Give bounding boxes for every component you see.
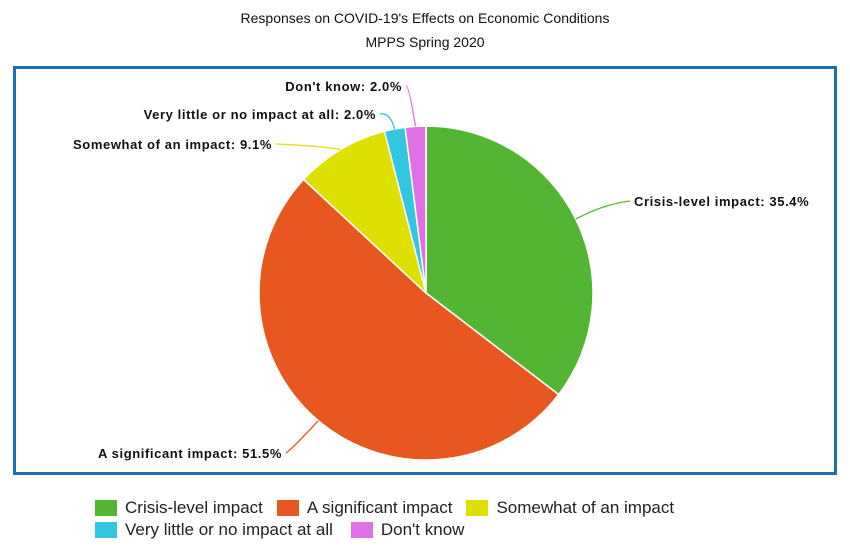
legend: Crisis-level impact A significant impact…: [95, 497, 815, 541]
chart-frame: [13, 66, 837, 475]
legend-label: Somewhat of an impact: [496, 498, 675, 517]
legend-swatch: [95, 500, 117, 516]
legend-row-2: Very little or no impact at all Don't kn…: [95, 519, 815, 541]
data-label: Don't know: 2.0%: [285, 79, 402, 94]
legend-label: Crisis-level impact: [125, 498, 263, 517]
legend-swatch: [466, 500, 489, 516]
label-connector: [379, 113, 396, 130]
pie-slice[interactable]: [404, 125, 427, 294]
data-label: Very little or no impact at all: 2.0%: [144, 107, 376, 122]
legend-label: A significant impact: [306, 498, 453, 517]
data-label: A significant impact: 51.5%: [98, 446, 282, 461]
chart-title: Responses on COVID-19's Effects on Econo…: [240, 10, 610, 26]
label-connector: [405, 85, 417, 127]
legend-label: Very little or no impact at all: [125, 520, 333, 539]
pie-slice[interactable]: [302, 130, 428, 296]
chart-subtitle: MPPS Spring 2020: [365, 34, 485, 50]
label-connector: [285, 420, 319, 454]
data-label: Somewhat of an impact: 9.1%: [73, 137, 272, 152]
legend-item-significant[interactable]: A significant impact: [276, 498, 453, 518]
label-connector: [275, 143, 341, 151]
legend-item-somewhat[interactable]: Somewhat of an impact: [466, 498, 674, 518]
legend-row-1: Crisis-level impact A significant impact…: [95, 497, 815, 519]
legend-swatch: [276, 500, 299, 516]
pie-slice[interactable]: [425, 125, 594, 396]
legend-item-dont-know[interactable]: Don't know: [350, 520, 465, 540]
pie-slice[interactable]: [258, 178, 560, 461]
data-label: Crisis-level impact: 35.4%: [634, 194, 809, 209]
legend-label: Don't know: [380, 520, 465, 539]
legend-item-little[interactable]: Very little or no impact at all: [95, 520, 333, 540]
label-connector: [575, 200, 631, 220]
legend-item-crisis[interactable]: Crisis-level impact: [95, 498, 263, 518]
legend-swatch: [350, 522, 373, 538]
legend-swatch: [95, 522, 117, 538]
